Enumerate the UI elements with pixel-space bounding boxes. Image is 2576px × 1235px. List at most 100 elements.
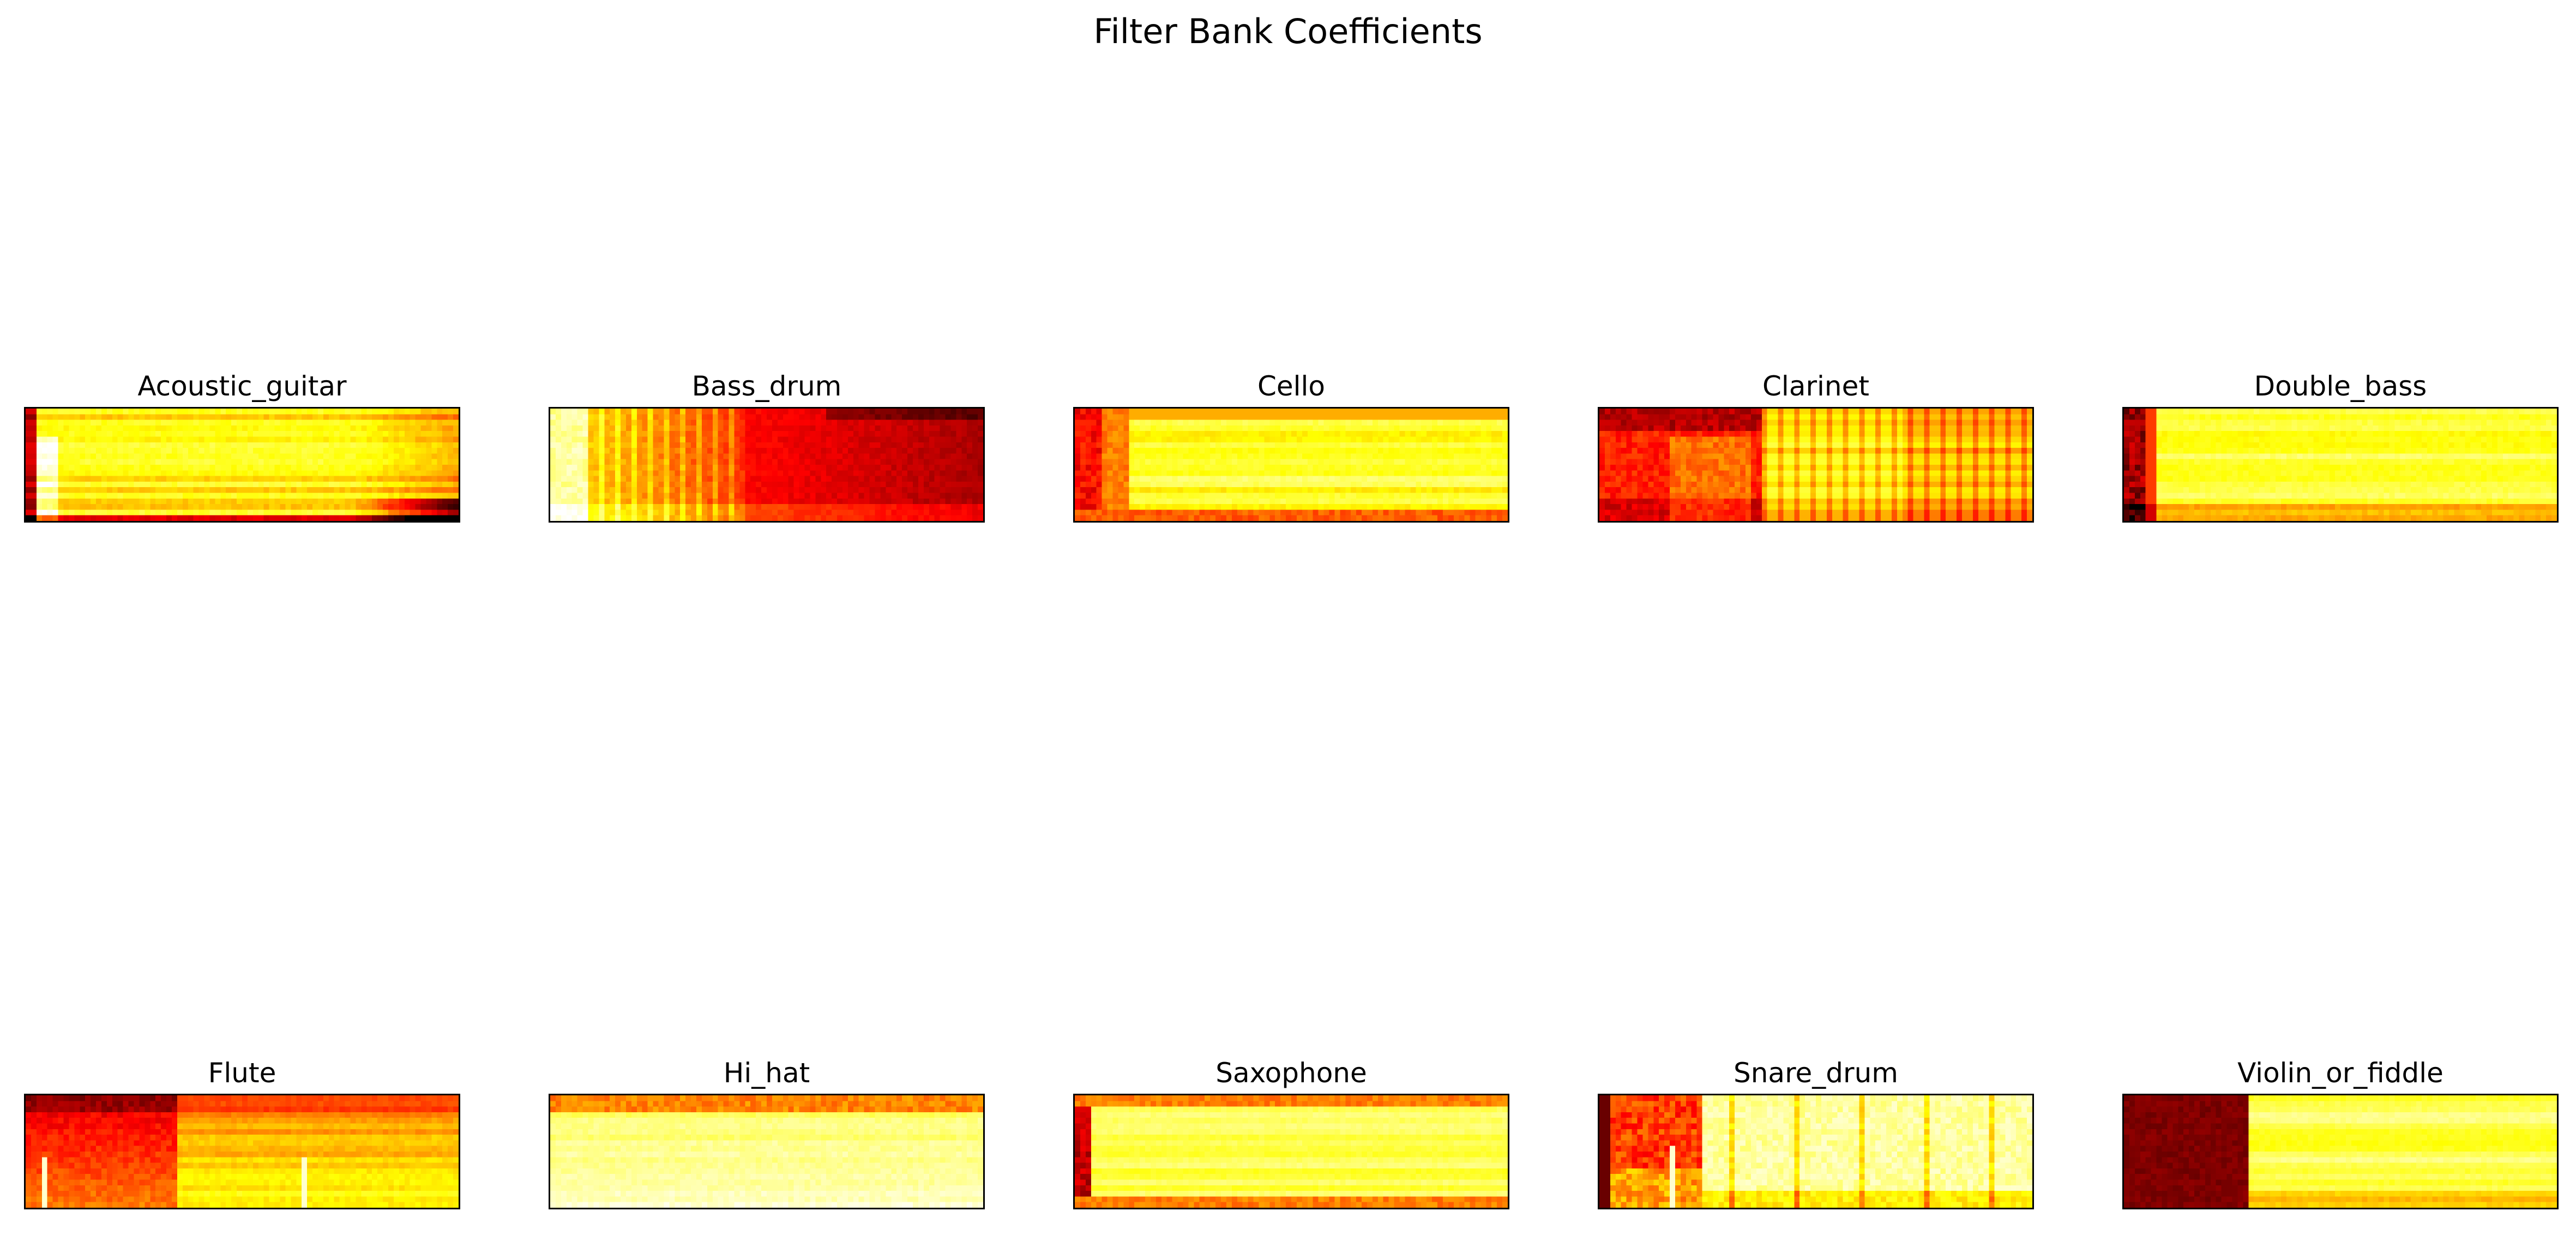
heatmap-cell bbox=[669, 419, 675, 426]
heatmap-cell bbox=[1680, 414, 1687, 421]
heatmap-cell bbox=[1416, 504, 1422, 510]
heatmap-cell bbox=[91, 465, 97, 471]
heatmap-cell bbox=[658, 470, 664, 477]
heatmap-cell bbox=[1150, 448, 1157, 454]
heatmap-cell bbox=[729, 453, 735, 460]
heatmap-cell bbox=[685, 465, 691, 471]
heatmap-cell bbox=[1648, 414, 1654, 421]
heatmap-cell bbox=[685, 442, 691, 448]
heatmap-cell bbox=[145, 515, 151, 521]
heatmap-cell bbox=[145, 431, 151, 437]
heatmap-cell bbox=[80, 504, 86, 510]
heatmap-cell bbox=[58, 487, 64, 494]
heatmap-cell bbox=[625, 509, 632, 516]
heatmap-cell bbox=[85, 504, 91, 510]
heatmap-cell bbox=[415, 465, 422, 471]
heatmap-cell bbox=[128, 442, 134, 448]
heatmap-cell bbox=[410, 476, 416, 482]
heatmap-cell bbox=[1432, 487, 1438, 494]
heatmap-cell bbox=[1145, 448, 1151, 454]
heatmap-cell bbox=[886, 419, 892, 426]
heatmap-cell bbox=[345, 498, 351, 505]
heatmap-cell bbox=[858, 459, 865, 465]
heatmap-cell bbox=[902, 431, 908, 437]
heatmap-cell bbox=[550, 498, 556, 505]
heatmap-cell bbox=[625, 493, 632, 499]
heatmap-cell bbox=[1453, 453, 1460, 460]
heatmap-cell bbox=[448, 419, 454, 426]
heatmap-cell bbox=[621, 409, 627, 415]
heatmap-cell bbox=[274, 409, 280, 415]
heatmap-cell bbox=[777, 481, 784, 488]
heatmap-cell bbox=[729, 498, 735, 505]
heatmap-cell bbox=[366, 436, 372, 443]
heatmap-cell bbox=[945, 515, 951, 521]
heatmap-cell bbox=[761, 493, 767, 499]
heatmap-cell bbox=[1275, 419, 1281, 426]
heatmap-cell bbox=[891, 409, 897, 415]
heatmap-cell bbox=[1291, 459, 1297, 465]
heatmap-cell bbox=[734, 476, 740, 482]
heatmap-cell bbox=[1145, 414, 1151, 421]
heatmap-cell bbox=[1480, 515, 1486, 521]
heatmap-cell bbox=[810, 453, 816, 460]
heatmap-cell bbox=[1248, 509, 1254, 516]
heatmap-cell bbox=[1188, 414, 1194, 421]
heatmap-cell bbox=[1155, 414, 1162, 421]
heatmap-cell bbox=[263, 498, 270, 505]
heatmap-cell bbox=[810, 476, 816, 482]
heatmap-cell bbox=[1134, 509, 1140, 516]
heatmap-cell bbox=[356, 498, 362, 505]
heatmap-cell bbox=[772, 470, 778, 477]
heatmap-cell bbox=[701, 431, 708, 437]
heatmap-cell bbox=[106, 414, 113, 421]
heatmap-cell bbox=[1140, 409, 1146, 415]
heatmap-cell bbox=[91, 448, 97, 454]
heatmap-cell bbox=[680, 448, 686, 454]
heatmap-cell bbox=[599, 436, 605, 443]
heatmap-cell bbox=[847, 453, 854, 460]
heatmap-cell bbox=[1118, 436, 1124, 443]
heatmap-cell bbox=[1210, 431, 1216, 437]
heatmap-cell bbox=[707, 442, 713, 448]
heatmap-cell bbox=[1085, 493, 1092, 499]
heatmap-cell bbox=[896, 448, 902, 454]
heatmap-cell bbox=[1172, 481, 1178, 488]
heatmap-cell bbox=[1480, 509, 1486, 516]
heatmap-cell bbox=[869, 498, 875, 505]
heatmap-cell bbox=[902, 504, 908, 510]
heatmap-cell bbox=[1302, 442, 1308, 448]
heatmap-cell bbox=[821, 442, 827, 448]
heatmap-cell bbox=[945, 414, 951, 421]
heatmap-cell bbox=[642, 459, 648, 465]
heatmap-cell bbox=[366, 515, 372, 521]
heatmap-cell bbox=[128, 515, 134, 521]
heatmap-cell bbox=[1891, 414, 1898, 421]
heatmap-cell bbox=[1107, 448, 1113, 454]
heatmap-cell bbox=[150, 442, 156, 448]
heatmap-cell bbox=[712, 425, 719, 431]
heatmap-cell bbox=[1210, 448, 1216, 454]
heatmap-cell bbox=[1470, 431, 1476, 437]
heatmap-cell bbox=[410, 431, 416, 437]
heatmap-cell bbox=[112, 487, 118, 494]
heatmap-cell bbox=[940, 459, 946, 465]
heatmap-cell bbox=[296, 419, 302, 426]
heatmap-cell bbox=[345, 442, 351, 448]
heatmap-cell bbox=[967, 481, 973, 488]
heatmap-cell bbox=[956, 470, 962, 477]
panel-title-bass_drum: Bass_drum bbox=[691, 370, 842, 402]
heatmap-cell bbox=[431, 493, 437, 499]
heatmap-cell bbox=[1372, 409, 1379, 415]
heatmap-cell bbox=[826, 498, 832, 505]
heatmap-cell bbox=[1427, 425, 1433, 431]
heatmap-cell bbox=[739, 419, 745, 426]
heatmap-cell bbox=[902, 476, 908, 482]
heatmap-cell bbox=[718, 436, 724, 443]
heatmap-cell bbox=[1134, 419, 1140, 426]
heatmap-cell bbox=[1155, 453, 1162, 460]
heatmap-cell bbox=[263, 442, 270, 448]
heatmap-cell bbox=[1102, 431, 1108, 437]
heatmap-cell bbox=[1410, 476, 1416, 482]
heatmap-cell bbox=[896, 409, 902, 415]
